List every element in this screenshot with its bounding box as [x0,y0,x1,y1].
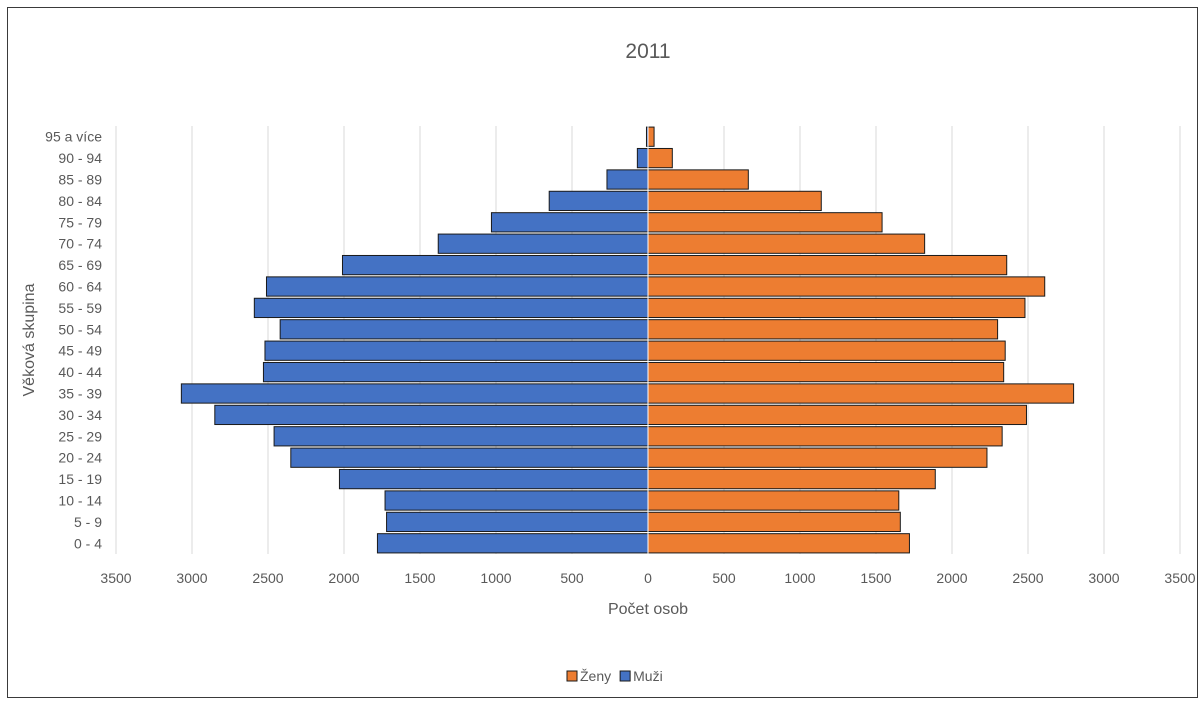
y-tick-label: 15 - 19 [58,471,102,487]
bar-male [180,383,649,404]
bar-male [636,147,649,169]
x-tick-label: 3500 [1164,570,1195,586]
bar-male [376,533,649,554]
y-tick-label: 40 - 44 [58,364,102,380]
y-tick-label: 45 - 49 [58,343,102,359]
bar-female [647,276,1046,297]
y-tick-labels: 0 - 4 5 - 9 10 - 14 15 - 19 20 - 24 25 - 29 30… [45,129,102,552]
bar-male [262,361,649,383]
bar-male [253,297,649,319]
x-tick-label: 500 [560,570,584,586]
x-tick-labels: 3500 3000 2500 2000 1500 1000 500 0 500 1000 1500 2… [100,570,1195,586]
bar-female [647,212,883,233]
bar-female [647,533,910,554]
bar-female [647,447,988,468]
bar-male [386,511,649,533]
bar-female [647,404,1027,426]
bar-female [647,254,1008,276]
bar-female [647,147,673,169]
y-tick-label: 95 a více [45,129,102,145]
bar-male [214,404,649,426]
x-tick-label: 3500 [100,570,131,586]
legend-label: Ženy [580,668,611,684]
y-tick-label: 85 - 89 [58,172,102,188]
y-tick-label: 0 - 4 [74,535,102,551]
bar-female [647,426,1003,447]
chart-svg: 3500 3000 2500 2000 1500 1000 500 0 500 1000 1500 2… [21,40,1196,684]
bar-female [647,319,999,340]
bar-female [647,468,936,490]
bar-male [341,254,649,276]
x-tick-label: 1500 [860,570,891,586]
y-axis-title: Věková skupina [21,283,38,396]
legend-swatch [566,670,578,682]
bar-male [290,447,649,468]
y-tick-label: 55 - 59 [58,300,102,316]
bar-female [647,340,1006,361]
y-tick-label: 65 - 69 [58,257,102,273]
x-tick-label: 1000 [480,570,511,586]
x-tick-label: 500 [712,570,736,586]
y-tick-label: 30 - 34 [58,407,102,423]
bar-male [264,340,649,361]
y-tick-label: 20 - 24 [58,450,102,466]
y-tick-label: 35 - 39 [58,386,102,402]
bar-male [273,426,649,447]
x-tick-label: 2500 [252,570,283,586]
y-tick-label: 70 - 74 [58,236,102,252]
bar-male [490,212,649,233]
x-axis-title: Počet osob [608,601,688,618]
bar-male [606,169,649,190]
x-tick-label: 3000 [1088,570,1119,586]
x-tick-label: 2500 [1012,570,1043,586]
y-tick-label: 10 - 14 [58,493,102,509]
bar-female [647,169,749,190]
chart-title: 2011 [625,40,670,63]
y-tick-label: 50 - 54 [58,321,102,337]
x-tick-label: 0 [644,570,652,586]
bar-male [265,276,649,297]
bar-female [647,490,900,511]
bar-female [647,383,1075,404]
y-tick-label: 25 - 29 [58,428,102,444]
x-tick-label: 1500 [404,570,435,586]
x-tick-label: 3000 [176,570,207,586]
bar-female [647,126,655,147]
bar-male [279,319,649,340]
bar-male [338,468,649,490]
bar-female [647,361,1005,383]
bars-layer [180,126,1075,554]
y-tick-label: 80 - 84 [58,193,102,209]
bar-female [647,190,822,212]
x-tick-label: 2000 [328,570,359,586]
legend-swatch [619,670,631,682]
bar-female [647,297,1026,319]
legend-label: Muži [633,668,663,684]
bar-female [647,511,901,533]
bar-male [384,490,649,511]
y-tick-label: 90 - 94 [58,150,102,166]
x-tick-label: 1000 [784,570,815,586]
grid-layer [115,126,1181,554]
y-tick-label: 60 - 64 [58,279,102,295]
legend: Ženy Muži [566,668,663,684]
bar-female [647,233,926,254]
x-tick-label: 2000 [936,570,967,586]
bar-male [548,190,649,212]
bar-male [437,233,649,254]
chart-frame: 3500 3000 2500 2000 1500 1000 500 0 500 1000 1500 2… [7,7,1198,698]
y-tick-label: 5 - 9 [74,514,102,530]
y-tick-label: 75 - 79 [58,214,102,230]
